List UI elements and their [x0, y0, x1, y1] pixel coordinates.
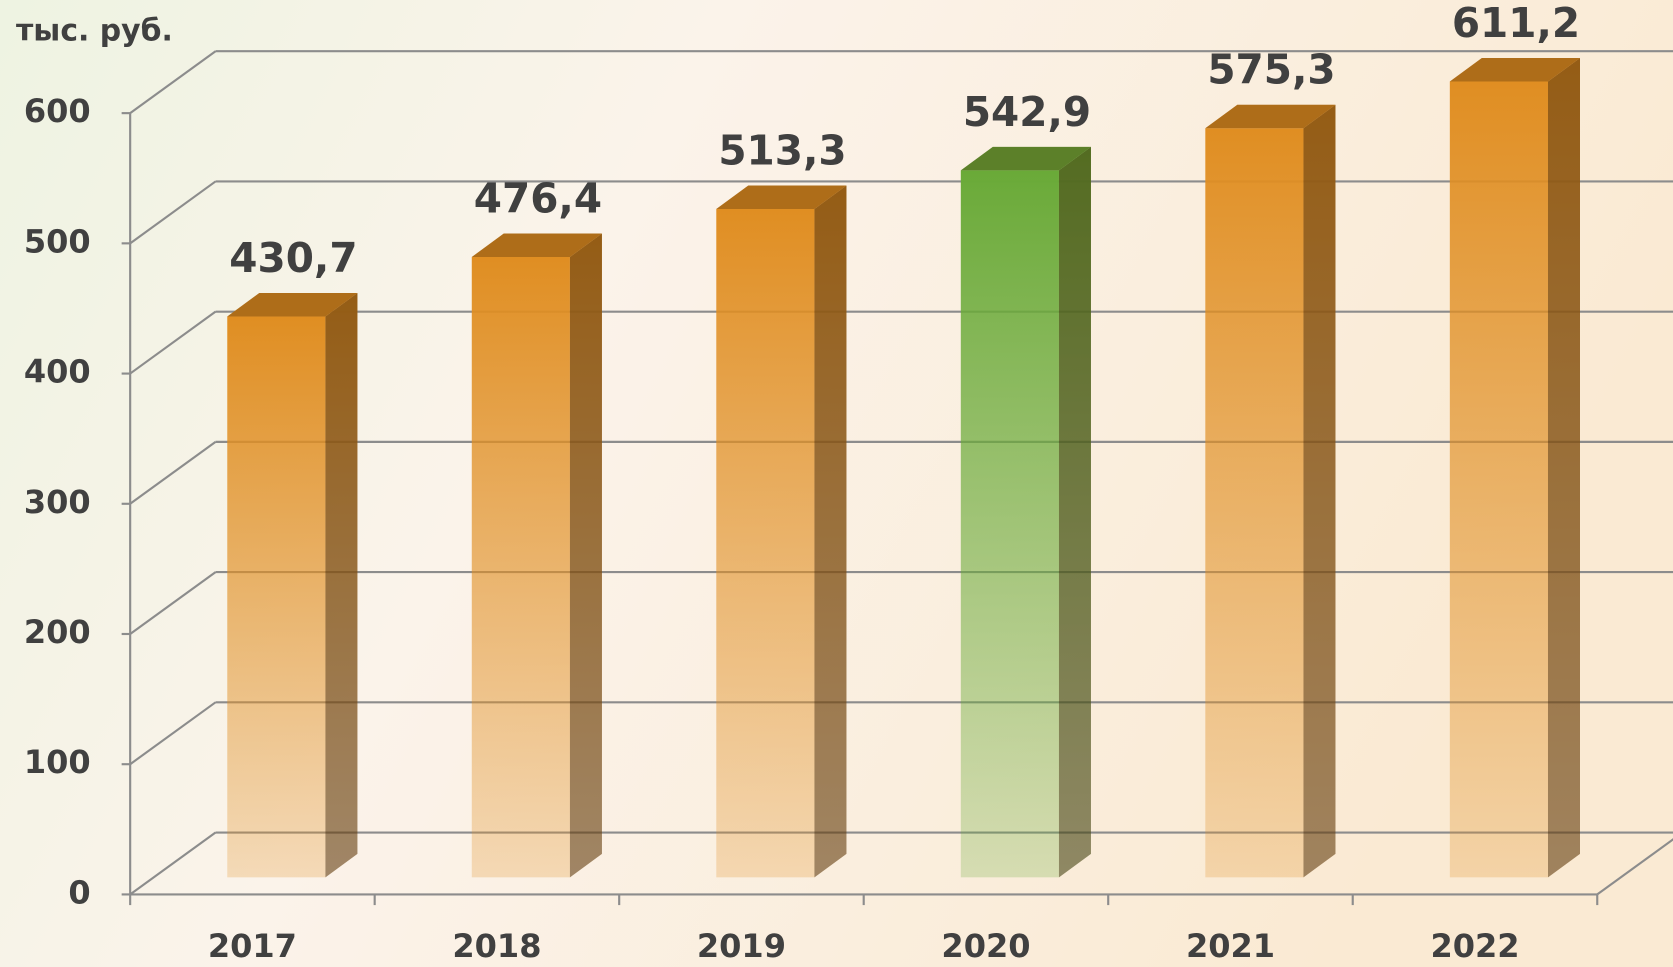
- bar-group: [1449, 57, 1580, 878]
- bar-side: [325, 293, 358, 878]
- y-tick-label: 400: [24, 353, 91, 391]
- grid-line-side: [129, 50, 217, 115]
- bar-side: [814, 185, 847, 878]
- bar-top-shade: [227, 293, 358, 317]
- grid-line-side: [129, 571, 217, 635]
- bar-face: [227, 316, 326, 878]
- bar-top: [471, 233, 602, 258]
- value-label: 575,3: [1207, 46, 1335, 94]
- bar-top-shade: [471, 233, 602, 258]
- bar-top-shade: [960, 146, 1091, 171]
- y-tick-label: 300: [24, 483, 91, 521]
- grid-line-side: [129, 180, 217, 245]
- bar-side: [1303, 104, 1336, 878]
- x-tick-label: 2017: [208, 927, 297, 965]
- x-tick-label: 2019: [697, 927, 786, 965]
- bar-side: [569, 233, 602, 878]
- x-tick-label: 2021: [1186, 927, 1275, 965]
- bar-side-shade: [569, 233, 602, 878]
- floor-edge: [1596, 838, 1673, 896]
- bar-top: [960, 146, 1091, 171]
- bar-group: [471, 233, 602, 878]
- bar-top: [1449, 57, 1580, 82]
- grid-line-side: [129, 831, 217, 896]
- bar-face: [960, 170, 1059, 878]
- bar-group: [960, 146, 1091, 878]
- bar-face: [471, 257, 570, 878]
- bar-top-shade: [1449, 57, 1580, 82]
- bar-top: [716, 185, 847, 209]
- y-tick-label: 0: [68, 873, 90, 911]
- bar-side-shade: [814, 185, 847, 878]
- grid-line-side: [129, 441, 217, 505]
- y-axis-label: тыс. руб.: [16, 14, 173, 49]
- y-tick-label: 600: [24, 92, 91, 130]
- bar-side-shade: [325, 293, 358, 878]
- value-label: 513,3: [718, 126, 846, 174]
- y-tick-label: 100: [24, 743, 91, 781]
- y-tick-label: 500: [24, 222, 91, 260]
- bar-side-shade: [1303, 104, 1336, 878]
- bar-face: [1205, 128, 1304, 878]
- grid-line-side: [129, 701, 217, 766]
- grid-line-side: [129, 310, 217, 375]
- bar-face: [1449, 81, 1548, 878]
- bar-side: [1058, 146, 1091, 878]
- bar-face: [716, 208, 815, 878]
- x-tick-label: 2020: [941, 927, 1030, 965]
- bar-side-shade: [1547, 57, 1580, 878]
- value-label: 611,2: [1452, 0, 1580, 47]
- bar-top: [227, 293, 358, 317]
- bar-side-shade: [1058, 146, 1091, 878]
- value-label: 476,4: [474, 174, 602, 222]
- y-tick-label: 200: [24, 613, 91, 651]
- value-label: 542,9: [963, 88, 1091, 136]
- value-label: 430,7: [229, 234, 357, 282]
- bar-group: [227, 293, 358, 878]
- bar-top-shade: [716, 185, 847, 209]
- x-tick-label: 2018: [452, 927, 541, 965]
- bar-group: [716, 185, 847, 878]
- bar-top: [1205, 104, 1336, 129]
- bar-group: [1205, 104, 1336, 878]
- bar-top-shade: [1205, 104, 1336, 129]
- x-tick-label: 2022: [1430, 927, 1519, 965]
- bar-side: [1547, 57, 1580, 878]
